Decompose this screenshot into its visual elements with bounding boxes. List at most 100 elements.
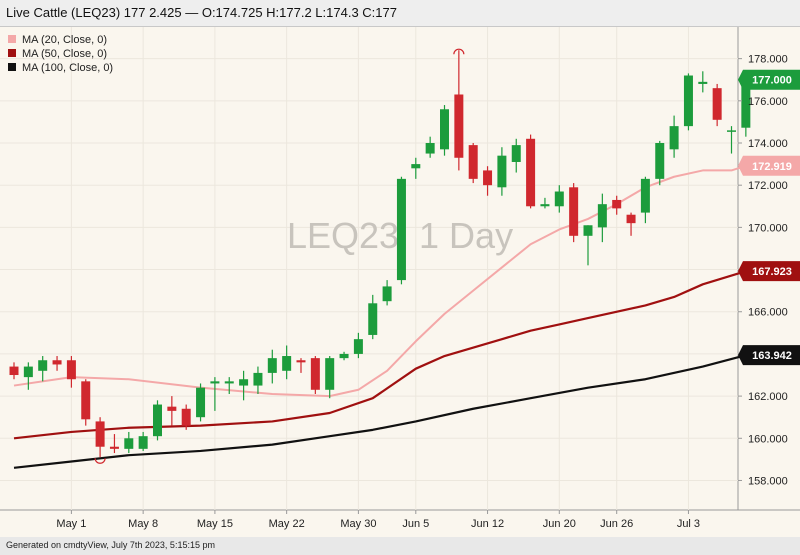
candle (497, 147, 507, 196)
candle-body (38, 360, 48, 371)
ma-price-tag-2: 167.923 (738, 261, 800, 282)
legend-swatch (8, 49, 16, 57)
time-tick-label: Jun 12 (471, 518, 504, 530)
candle-body (9, 366, 19, 376)
time-tick-label: May 22 (269, 518, 305, 530)
legend-swatch (8, 63, 16, 71)
candle-body (640, 178, 650, 213)
candle-body (526, 138, 536, 207)
time-axis-background (0, 510, 800, 537)
chart-area[interactable]: LEQ23, 1 Day 158.000160.000162.000164.00… (0, 27, 800, 542)
time-tick-label: May 8 (128, 518, 158, 530)
candle (569, 183, 579, 243)
price-tick-label: 174.000 (748, 138, 788, 150)
candle-body (454, 94, 464, 158)
candle-body (368, 303, 378, 335)
candle-body (612, 199, 622, 209)
candle-body (411, 164, 421, 169)
candle (296, 358, 306, 373)
candle (282, 345, 292, 380)
candle-body (468, 145, 478, 179)
candle-body (95, 421, 105, 447)
time-axis: May 1 May 8 May 15 May 22 May 30 Jun 5 Jun 12 J… (56, 510, 700, 530)
candle-body (483, 170, 493, 186)
candle (124, 431, 134, 454)
price-tick-label: 160.000 (748, 433, 788, 445)
candle-body (310, 358, 320, 390)
candle (698, 71, 708, 93)
time-tick-label: May 15 (197, 518, 233, 530)
candle (368, 294, 378, 340)
price-axis: 158.000160.000162.000164.000166.000168.0… (738, 54, 788, 487)
candle-body (253, 372, 263, 386)
candle-body (167, 406, 177, 411)
candle (468, 143, 478, 184)
legend-label: MA (20, Close, 0) (22, 34, 107, 46)
candle-body (698, 81, 708, 84)
candle-body (440, 109, 449, 150)
candle (23, 362, 33, 390)
legend: MA (20, Close, 0) MA (50, Close, 0) MA (10… (8, 34, 113, 74)
candle (339, 351, 349, 361)
candle-body (511, 145, 521, 162)
candle-body (727, 130, 736, 132)
candle (554, 185, 564, 213)
candle (583, 225, 593, 266)
generated-timestamp: Generated on cmdtyView, July 7th 2023, 5… (6, 540, 215, 550)
candle (640, 176, 650, 224)
candle (669, 115, 679, 158)
candle (396, 176, 406, 285)
candle-body (124, 438, 134, 449)
legend-label: MA (50, Close, 0) (22, 48, 107, 60)
legend-label: MA (100, Close, 0) (22, 62, 113, 74)
legend-swatch (8, 35, 16, 43)
price-tick-label: 162.000 (748, 391, 788, 403)
candle-body (741, 79, 751, 128)
candle-body (23, 366, 33, 378)
time-tick-label: Jun 26 (600, 518, 633, 530)
time-tick-label: Jun 20 (543, 518, 576, 530)
candle (66, 356, 76, 388)
price-tag-shape (738, 155, 800, 176)
candle (52, 356, 62, 371)
candle-body (626, 214, 636, 224)
candle-body (296, 360, 306, 363)
candle (454, 50, 464, 171)
plot-background (0, 27, 738, 510)
candle (325, 356, 335, 399)
candle (353, 332, 363, 359)
candle (727, 126, 736, 154)
price-tag-text: 172.919 (752, 161, 792, 173)
candle (526, 134, 536, 209)
price-tag-shape (738, 345, 800, 366)
price-tick-label: 166.000 (748, 307, 788, 319)
time-tick-label: May 30 (340, 518, 376, 530)
price-tick-label: 172.000 (748, 180, 788, 192)
candle-body (196, 387, 206, 418)
candle-body (583, 225, 593, 236)
candle-body (282, 356, 292, 371)
time-tick-label: Jul 3 (677, 518, 700, 530)
price-tag-shape (738, 69, 800, 90)
price-tag-shape (738, 261, 800, 282)
candle (224, 377, 234, 394)
candle (239, 370, 249, 401)
ma-price-tag-1: 172.919 (738, 155, 800, 176)
candle (310, 356, 320, 394)
candle (109, 434, 119, 454)
candle-body (683, 75, 693, 127)
candle (540, 197, 550, 209)
candle (210, 377, 220, 411)
session-high-marker (453, 48, 465, 55)
candle (425, 136, 435, 158)
candle (655, 140, 665, 186)
candle-body (597, 204, 607, 228)
candlestick-chart[interactable]: LEQ23, 1 Day 158.000160.000162.000164.00… (0, 27, 800, 537)
last-price-tag: 177.000 (738, 69, 800, 90)
candle (81, 379, 91, 426)
time-tick-label: Jun 5 (402, 518, 429, 530)
candle (267, 349, 277, 384)
candle-body (497, 155, 507, 188)
candle (153, 400, 162, 441)
candle (483, 166, 493, 196)
